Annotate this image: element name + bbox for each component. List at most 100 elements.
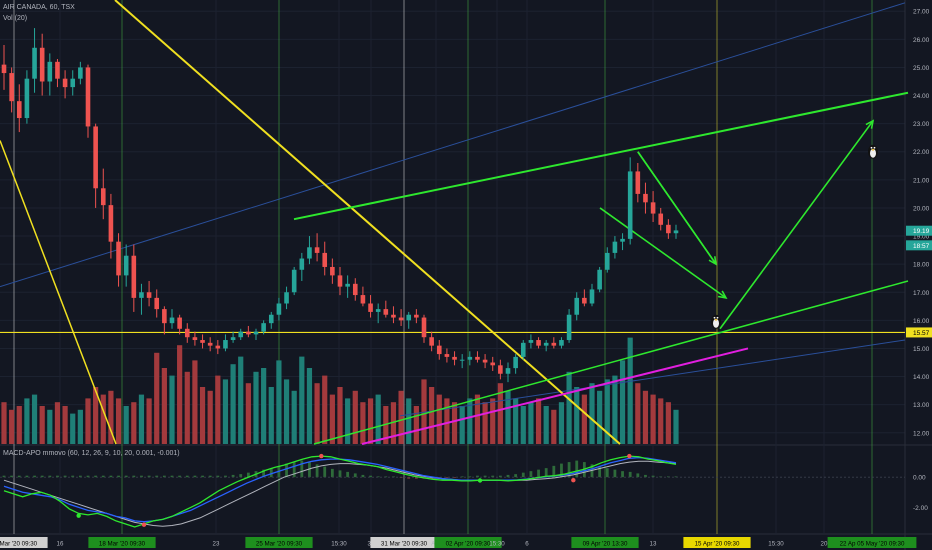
macd-histogram-bar xyxy=(514,474,518,478)
volume-bar xyxy=(16,406,22,444)
macd-histogram-bar xyxy=(147,475,151,478)
y-tick-label: 16.00 xyxy=(913,318,930,325)
volume-bar xyxy=(520,406,526,444)
x-tick-label: 31 Mar '20 09:30 xyxy=(381,541,428,548)
macd-histogram-bar xyxy=(613,469,617,478)
macd-histogram-bar xyxy=(132,475,136,478)
volume-bar xyxy=(673,409,679,444)
y-tick-label: 26.00 xyxy=(913,37,930,44)
candle-body xyxy=(490,362,496,366)
macd-histogram-bar xyxy=(529,471,533,478)
candle-body xyxy=(444,354,450,357)
arrow-up xyxy=(719,120,874,330)
candle-body xyxy=(276,303,282,315)
volume-bar xyxy=(306,368,313,444)
y-tick-label: 14.00 xyxy=(913,374,930,381)
candle-body xyxy=(475,356,480,360)
x-tick-label: 02 Apr '20 09:30 xyxy=(446,541,491,548)
candle-body xyxy=(139,292,144,298)
candle-body xyxy=(398,317,404,321)
volume-bar xyxy=(192,360,198,444)
chart-title: AIR CANADA, 60, TSX xyxy=(3,4,75,11)
volume-bar xyxy=(337,387,343,444)
macd-histogram-bar xyxy=(621,471,624,478)
volume-bar xyxy=(322,375,328,444)
price-tag-label: 15.57 xyxy=(913,330,930,337)
price-tag xyxy=(906,327,932,338)
volume-bar xyxy=(421,379,427,444)
volume-bar xyxy=(474,394,481,444)
macd-histogram-bar xyxy=(262,469,266,478)
y-tick-label: 20.00 xyxy=(913,205,930,212)
macd-histogram-bar xyxy=(201,475,204,478)
penguin-marker xyxy=(870,148,876,158)
macd-histogram-bar xyxy=(2,475,6,478)
candle-body xyxy=(1,64,7,74)
volume-bar xyxy=(222,379,229,444)
volume-bar xyxy=(24,398,30,444)
candle-body xyxy=(406,314,412,321)
macd-histogram-bar xyxy=(552,465,556,478)
volume-bar xyxy=(77,409,83,444)
volume-bar xyxy=(291,390,297,444)
macd-histogram-bar xyxy=(605,468,609,478)
x-tick-highlight xyxy=(827,537,917,548)
y-tick-label: 24.00 xyxy=(913,93,930,100)
volume-bar xyxy=(261,368,267,444)
indicator-tick-label: -2.00 xyxy=(913,505,928,512)
candle-body xyxy=(246,331,251,335)
macd-histogram-bar xyxy=(193,475,197,478)
penguin-marker xyxy=(873,146,876,149)
candle-body xyxy=(643,193,648,203)
price-tag-label: 19.19 xyxy=(913,228,930,235)
volume-bar xyxy=(93,387,99,444)
volume-bar xyxy=(459,406,465,444)
candle-body xyxy=(345,283,350,287)
price-tag xyxy=(906,240,932,251)
volume-bar xyxy=(283,379,290,444)
crossover-dot xyxy=(627,453,632,459)
volume-bar xyxy=(558,402,565,444)
candle-body xyxy=(612,241,618,253)
candle-body xyxy=(498,365,503,374)
x-tick-highlight xyxy=(88,537,156,548)
volume-bar xyxy=(482,402,488,444)
volume-bar xyxy=(1,402,7,444)
candle-body xyxy=(146,292,152,298)
macd-histogram-bar xyxy=(109,475,113,478)
candle-body xyxy=(421,317,427,338)
macd-histogram-bar xyxy=(231,474,235,478)
volume-bar xyxy=(528,402,534,444)
volume-bar xyxy=(108,390,114,444)
macd-histogram-bar xyxy=(460,476,464,478)
penguin-marker xyxy=(713,318,719,328)
volume-bar xyxy=(543,406,549,444)
penguin-marker xyxy=(870,146,873,149)
candle-body xyxy=(559,340,564,346)
y-tick-label: 22.00 xyxy=(913,149,930,156)
volume-bar xyxy=(207,390,213,444)
macd-histogram-bar xyxy=(346,471,350,478)
macd-histogram-bar xyxy=(140,475,143,478)
candle-body xyxy=(55,61,60,79)
macd-histogram-bar xyxy=(544,468,548,478)
candle-body xyxy=(200,340,205,343)
volume-bar xyxy=(513,398,519,444)
macd-histogram-bar xyxy=(224,475,227,478)
y-tick-label: 25.00 xyxy=(913,65,930,72)
arrow-down-2-head xyxy=(717,290,728,299)
volume-bar xyxy=(39,406,45,444)
y-tick-label: 18.00 xyxy=(913,262,930,269)
candle-body xyxy=(414,314,419,318)
volume-bar xyxy=(100,394,106,444)
macd-histogram-bar xyxy=(269,468,273,478)
x-tick-label: 15:30 xyxy=(768,541,784,548)
macd-histogram-bar xyxy=(86,475,90,478)
price-tag-label: 18:57 xyxy=(913,243,930,250)
volume-bar xyxy=(31,394,38,444)
x-tick-highlight xyxy=(571,537,639,548)
y-tick-label: 23.00 xyxy=(913,121,930,128)
candle-body xyxy=(238,331,244,338)
macd-histogram-bar xyxy=(498,475,502,478)
